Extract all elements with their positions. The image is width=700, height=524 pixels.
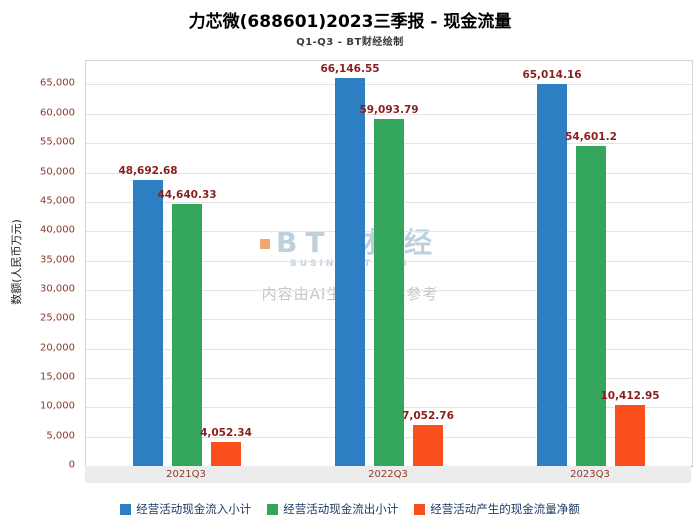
y-tick-label: 45,000 [40, 195, 75, 207]
bar-value-label: 44,640.33 [157, 188, 217, 201]
y-tick-label: 40,000 [40, 224, 75, 236]
x-tick-label: 2023Q3 [570, 469, 610, 480]
bar-value-label: 7,052.76 [402, 409, 454, 422]
bars-layer: 48,692.68 44,640.33 4,052.34 66,146.55 59,09… [86, 61, 692, 466]
y-tick-label: 0 [68, 459, 75, 471]
bar: 66,146.55 [320, 63, 380, 466]
chart-subtitle: Q1-Q3 - BT财经绘制 [296, 37, 404, 48]
legend-marker-icon [267, 503, 279, 515]
bar-value-label: 59,093.79 [359, 104, 419, 117]
bar-value-label: 48,692.68 [118, 165, 178, 178]
bar: 10,412.95 [600, 390, 660, 466]
bar-group: 65,014.16 54,601.2 10,412.95 [490, 61, 692, 466]
legend-label: 经营活动现金流入小计 [136, 502, 252, 516]
x-tick-label: 2022Q3 [368, 469, 408, 480]
bar: 48,692.68 [118, 165, 178, 466]
y-tick-label: 50,000 [40, 166, 75, 178]
legend-label: 经营活动现金流出小计 [283, 502, 399, 516]
y-tick-label: 15,000 [40, 371, 75, 383]
legend-marker-icon [414, 503, 426, 515]
y-tick-label: 65,000 [40, 77, 75, 89]
chart-title: 力芯微(688601)2023三季报 - 现金流量 [188, 12, 512, 32]
y-tick-label: 60,000 [40, 107, 75, 119]
bar-value-label: 10,412.95 [600, 389, 660, 402]
bar: 59,093.79 [359, 104, 419, 466]
bar-value-label: 66,146.55 [320, 62, 380, 75]
bar: 44,640.33 [157, 189, 217, 466]
x-axis-labels: 2021Q3 2022Q3 2023Q3 [85, 466, 691, 483]
gridline [86, 113, 692, 115]
legend-item-cash-outflow: 经营活动现金流出小计 [267, 501, 398, 517]
bar: 7,052.76 [402, 410, 454, 466]
bar-group: 48,692.68 44,640.33 4,052.34 [86, 61, 288, 466]
bar: 54,601.2 [565, 131, 617, 466]
bar-group: 66,146.55 59,093.79 7,052.76 [288, 61, 490, 466]
bar-value-label: 54,601.2 [565, 130, 617, 143]
y-tick-label: 55,000 [40, 136, 75, 148]
y-tick-label: 20,000 [40, 342, 75, 354]
legend-item-net-cash-flow: 经营活动产生的现金流量净额 [414, 501, 580, 517]
bar-value-label: 65,014.16 [522, 69, 582, 82]
y-tick-label: 5,000 [46, 430, 75, 442]
bar: 4,052.34 [200, 427, 252, 466]
y-tick-label: 25,000 [40, 312, 75, 324]
y-tick-label: 35,000 [40, 254, 75, 266]
plot-area: 48,692.68 44,640.33 4,052.34 66,146.55 59,09… [85, 60, 693, 467]
legend-item-cash-inflow: 经营活动现金流入小计 [120, 501, 251, 517]
legend: 经营活动现金流入小计 经营活动现金流出小计 经营活动产生的现金流量净额 [0, 501, 700, 517]
legend-marker-icon [120, 503, 132, 515]
bar-value-label: 4,052.34 [200, 427, 252, 440]
gridline [86, 84, 692, 86]
y-tick-label: 30,000 [40, 283, 75, 295]
x-tick-label: 2021Q3 [166, 469, 206, 480]
bar: 65,014.16 [522, 69, 582, 466]
legend-label: 经营活动产生的现金流量净额 [430, 502, 580, 516]
y-axis-ticks: 0 5,000 10,000 15,000 20,000 25,000 30,000 35,0… [0, 60, 80, 471]
y-tick-label: 10,000 [40, 400, 75, 412]
